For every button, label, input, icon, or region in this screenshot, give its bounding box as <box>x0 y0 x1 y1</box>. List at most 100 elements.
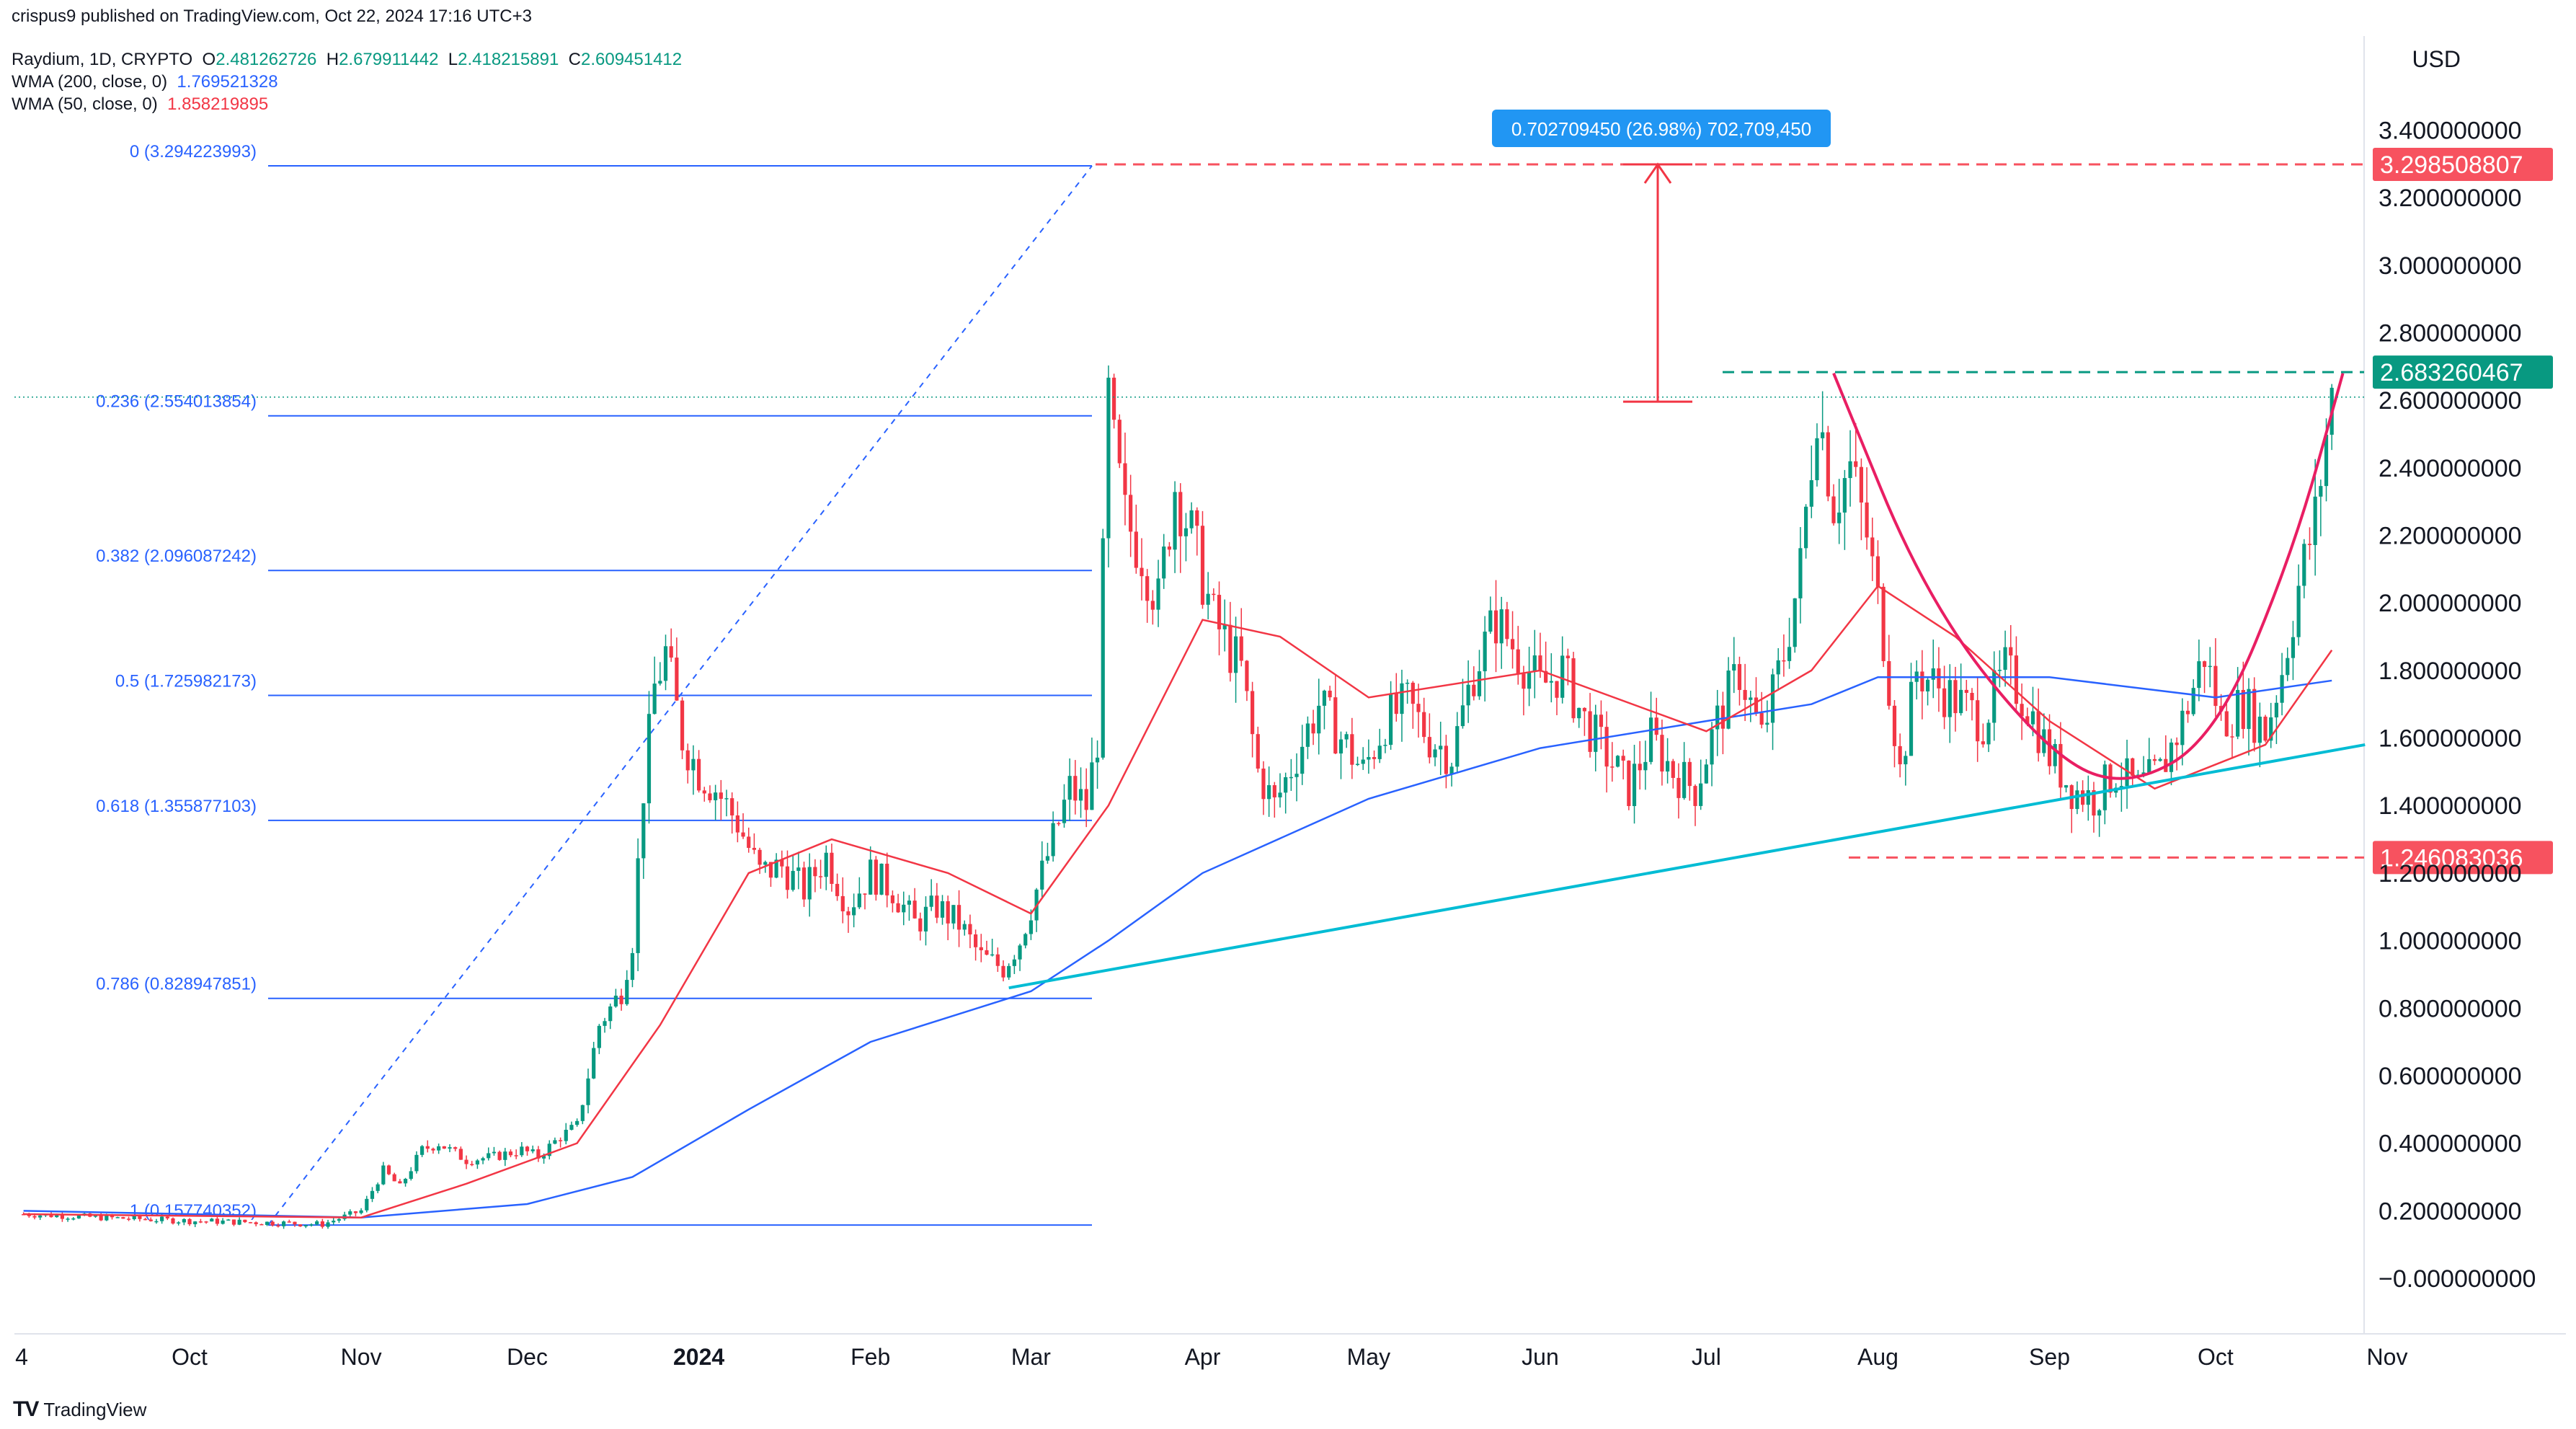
candle-body <box>337 1218 341 1221</box>
candle-body <box>1300 746 1305 774</box>
candle-body <box>962 924 967 930</box>
candle-body <box>1594 714 1598 752</box>
candle-body <box>171 1218 175 1224</box>
candle-body <box>735 815 740 833</box>
candle-body <box>669 646 673 658</box>
candle-body <box>1804 506 1808 549</box>
candle-body <box>685 750 690 771</box>
candle-body <box>1648 717 1653 762</box>
candle-body <box>448 1147 452 1149</box>
candle-body <box>71 1218 76 1220</box>
candle-body <box>1732 664 1736 671</box>
candle-body <box>1604 727 1609 767</box>
symbol-header: Raydium, 1D, CRYPTO O2.481262726 H2.6799… <box>12 49 682 71</box>
y-tick-label: 1.400000000 <box>2379 792 2522 820</box>
candle-body <box>979 947 983 950</box>
candle-body <box>121 1217 125 1219</box>
low-value: 2.418215891 <box>458 50 559 69</box>
candle-body <box>403 1179 408 1184</box>
candle-body <box>265 1221 270 1225</box>
candle-body <box>1023 934 1028 946</box>
candle-body <box>1892 705 1897 746</box>
fib-level-label: 1 (0.157740352) <box>130 1201 257 1221</box>
wma50-label: WMA (50, close, 0) <box>12 94 158 114</box>
candle-body <box>298 1224 303 1227</box>
candle-body <box>182 1218 186 1223</box>
candle-body <box>2197 661 2201 689</box>
candle-body <box>193 1221 197 1224</box>
candle-body <box>187 1218 192 1224</box>
wma50-legend[interactable]: WMA (50, close, 0) 1.858219895 <box>12 94 268 115</box>
candle-body <box>1466 684 1470 706</box>
candle-body <box>2119 786 2123 788</box>
candle-body <box>1317 705 1321 734</box>
candle-body <box>2081 790 2085 805</box>
candle-body <box>603 1021 607 1026</box>
candle-body <box>818 876 823 877</box>
candle-body <box>425 1146 430 1149</box>
x-tick-label: Mar <box>1011 1344 1051 1370</box>
candle-body <box>259 1224 264 1226</box>
candle-body <box>1643 761 1648 771</box>
y-tick-label: 2.800000000 <box>2379 319 2522 347</box>
candle-body <box>2047 729 2052 766</box>
wma200-legend[interactable]: WMA (200, close, 0) 1.769521328 <box>12 71 278 93</box>
candle-body <box>2175 742 2179 746</box>
y-tick-label: 1.000000000 <box>2379 928 2522 955</box>
candle-body <box>1793 598 1797 647</box>
candle-body <box>1267 785 1271 800</box>
currency-label[interactable]: USD <box>2412 46 2461 72</box>
candle-body <box>719 792 723 799</box>
candle-body <box>1206 593 1210 605</box>
candle-body <box>1178 492 1183 536</box>
candle-body <box>2191 688 2195 714</box>
candle-body <box>1682 761 1687 798</box>
price-axis: 3.400000000 3.200000000 3.000000000 2.80000… <box>2379 117 2536 1293</box>
wma50-value: 1.858219895 <box>167 94 269 114</box>
candle-body <box>912 901 917 919</box>
candle-body <box>231 1219 236 1225</box>
candle-body <box>1588 711 1592 752</box>
tradingview-footer[interactable]: TV TradingView <box>13 1397 146 1422</box>
candle-body <box>442 1146 446 1149</box>
candle-body <box>714 792 718 800</box>
candle-body <box>303 1225 308 1227</box>
candle-body <box>663 646 668 681</box>
candle-body <box>1261 769 1266 800</box>
candle-body <box>1377 746 1382 759</box>
candle-body <box>2263 717 2268 741</box>
candle-body <box>492 1151 497 1154</box>
y-tick-label: 1.200000000 <box>2379 860 2522 888</box>
candle-body <box>1953 680 1958 714</box>
candle-body <box>807 867 812 900</box>
candle-body <box>93 1215 98 1217</box>
candle-body <box>956 905 961 930</box>
candle-body <box>2131 758 2135 776</box>
candle-body <box>974 934 978 947</box>
x-tick-label: Dec <box>507 1344 548 1370</box>
candle-body <box>1770 674 1775 723</box>
candle-body <box>846 911 850 916</box>
x-tick-label: 4 <box>15 1344 28 1370</box>
candle-body <box>38 1215 43 1218</box>
candle-body <box>1627 760 1631 806</box>
candle-body <box>691 758 696 771</box>
candle-body <box>1544 671 1548 683</box>
candle-body <box>1140 567 1144 577</box>
candle-body <box>1084 789 1088 810</box>
drawings: 3.298508807 2.683260467 1.246083036 0.70270… <box>14 110 2553 990</box>
candle-body <box>1632 764 1637 806</box>
candle-body <box>890 895 894 903</box>
candle-body <box>409 1171 413 1180</box>
candle-body <box>923 906 928 932</box>
candle-body <box>946 901 950 924</box>
y-tick-label: 2.200000000 <box>2379 523 2522 550</box>
candle-body <box>530 1149 535 1151</box>
candle-body <box>613 995 618 1007</box>
candle-body <box>1737 664 1742 690</box>
wma200-line <box>23 676 2332 1218</box>
candle-body <box>1150 601 1155 610</box>
candle-body <box>1272 785 1276 797</box>
candle-body <box>1134 531 1138 568</box>
